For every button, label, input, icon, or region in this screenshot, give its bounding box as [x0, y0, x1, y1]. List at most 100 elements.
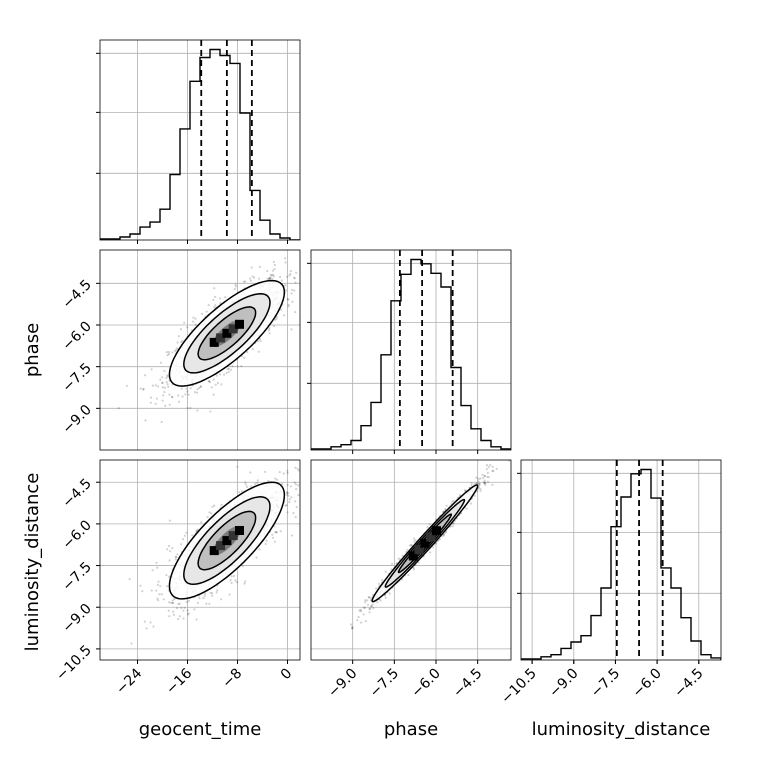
scatter-point	[495, 467, 498, 470]
scatter-point	[254, 482, 257, 485]
scatter-point	[167, 352, 171, 356]
scatter-point	[266, 269, 269, 273]
scatter-point	[295, 271, 298, 274]
scatter-point	[283, 257, 287, 260]
scatter-point	[291, 300, 294, 303]
scatter-point	[289, 272, 292, 276]
scatter-point	[478, 482, 481, 485]
scatter-point	[167, 544, 171, 548]
scatter-point	[381, 578, 384, 582]
scatter-point	[144, 419, 147, 422]
scatter-point	[294, 515, 297, 519]
scatter-point	[273, 325, 276, 328]
scatter-point	[171, 602, 174, 605]
scatter-point	[483, 474, 486, 477]
scatter-point	[290, 292, 293, 295]
density-core	[209, 546, 219, 556]
scatter-point	[228, 593, 231, 596]
scatter-point	[199, 385, 202, 388]
scatter-point	[214, 304, 217, 307]
scatter-point	[256, 481, 259, 484]
scatter-point	[213, 287, 216, 290]
scatter-point	[240, 365, 243, 368]
scatter-point	[267, 329, 271, 332]
scatter-point	[304, 288, 306, 290]
scatter-point	[212, 393, 215, 396]
scatter-point	[209, 591, 212, 595]
grid-1-1	[311, 250, 511, 450]
scatter-point	[429, 551, 432, 554]
scatter-point	[117, 407, 120, 410]
scatter-point	[271, 533, 274, 536]
scatter-point	[301, 480, 303, 482]
scatter-point	[368, 611, 371, 614]
scatter-point	[156, 597, 159, 600]
scatter-point	[286, 511, 289, 514]
y-tick-label: −7.5	[59, 360, 94, 395]
scatter-point	[251, 347, 254, 351]
scatter-point	[293, 481, 296, 484]
x-tick-label: −6.0	[630, 666, 665, 701]
x-tick-label: −16	[163, 665, 195, 697]
scatter-point	[242, 280, 245, 283]
scatter-point	[351, 627, 354, 630]
scatter-point	[171, 395, 174, 398]
scatter-point	[180, 606, 183, 610]
scatter-point	[290, 496, 293, 499]
scatter-point	[294, 500, 297, 503]
scatter-point	[479, 477, 482, 480]
scatter-point	[301, 258, 303, 260]
scatter-point	[301, 487, 303, 489]
scatter-point	[159, 378, 162, 381]
scatter-point	[183, 534, 186, 537]
scatter-point	[182, 609, 185, 612]
scatter-point	[459, 494, 462, 497]
scatter-point	[295, 506, 298, 509]
scatter-point	[365, 599, 369, 602]
scatter-point	[166, 354, 169, 357]
scatter-point	[350, 623, 353, 626]
scatter-point	[224, 296, 227, 299]
scatter-point	[167, 385, 170, 389]
scatter-point	[287, 492, 290, 495]
scatter-point	[491, 469, 494, 473]
scatter-point	[444, 531, 447, 534]
scatter-point	[235, 581, 239, 584]
scatter-point	[366, 603, 370, 606]
scatter-point	[191, 534, 194, 537]
scatter-point	[180, 387, 183, 390]
scatter-point	[469, 502, 472, 505]
scatter-point	[139, 387, 142, 390]
scatter-point	[438, 538, 441, 541]
scatter-point	[362, 613, 365, 616]
scatter-point	[240, 490, 243, 493]
scatter-point	[478, 484, 481, 487]
scatter-point	[258, 265, 261, 268]
scatter-point	[207, 304, 210, 307]
scatter-point	[159, 361, 163, 364]
scatter-point	[492, 469, 495, 472]
scatter-point	[489, 464, 492, 467]
density-core	[432, 526, 441, 536]
scatter-point	[187, 393, 190, 396]
scatter-point	[290, 288, 294, 291]
scatter-point	[257, 277, 260, 280]
scatter-point	[207, 380, 210, 383]
scatter-point	[149, 396, 153, 399]
scatter-point	[216, 589, 219, 592]
scatter-point	[483, 475, 486, 478]
scatter-point	[230, 575, 233, 578]
scatter-point	[238, 491, 241, 494]
scatter-point	[187, 599, 190, 602]
scatter-point	[161, 381, 164, 384]
scatter-point	[362, 606, 365, 609]
scatter-point	[537, 424, 539, 426]
scatter-point	[275, 315, 279, 318]
y-tick-label: −6.0	[59, 319, 94, 354]
scatter-point	[273, 268, 276, 271]
scatter-point	[288, 500, 291, 504]
scatter-point	[169, 550, 172, 553]
scatter-point	[299, 492, 300, 494]
scatter-point	[293, 276, 296, 279]
